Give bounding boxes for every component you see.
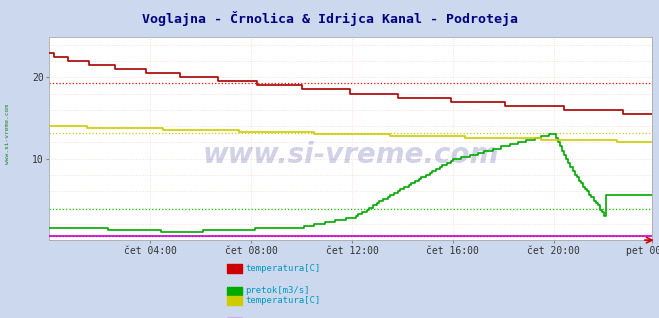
Text: www.si-vreme.com: www.si-vreme.com — [203, 141, 499, 169]
Text: www.si-vreme.com: www.si-vreme.com — [5, 104, 11, 163]
Text: pretok[m3/s]: pretok[m3/s] — [245, 287, 310, 295]
Text: temperatura[C]: temperatura[C] — [245, 296, 320, 305]
Text: temperatura[C]: temperatura[C] — [245, 264, 320, 273]
Text: Voglajna - Črnolica & Idrijca Kanal - Podroteja: Voglajna - Črnolica & Idrijca Kanal - Po… — [142, 11, 517, 26]
